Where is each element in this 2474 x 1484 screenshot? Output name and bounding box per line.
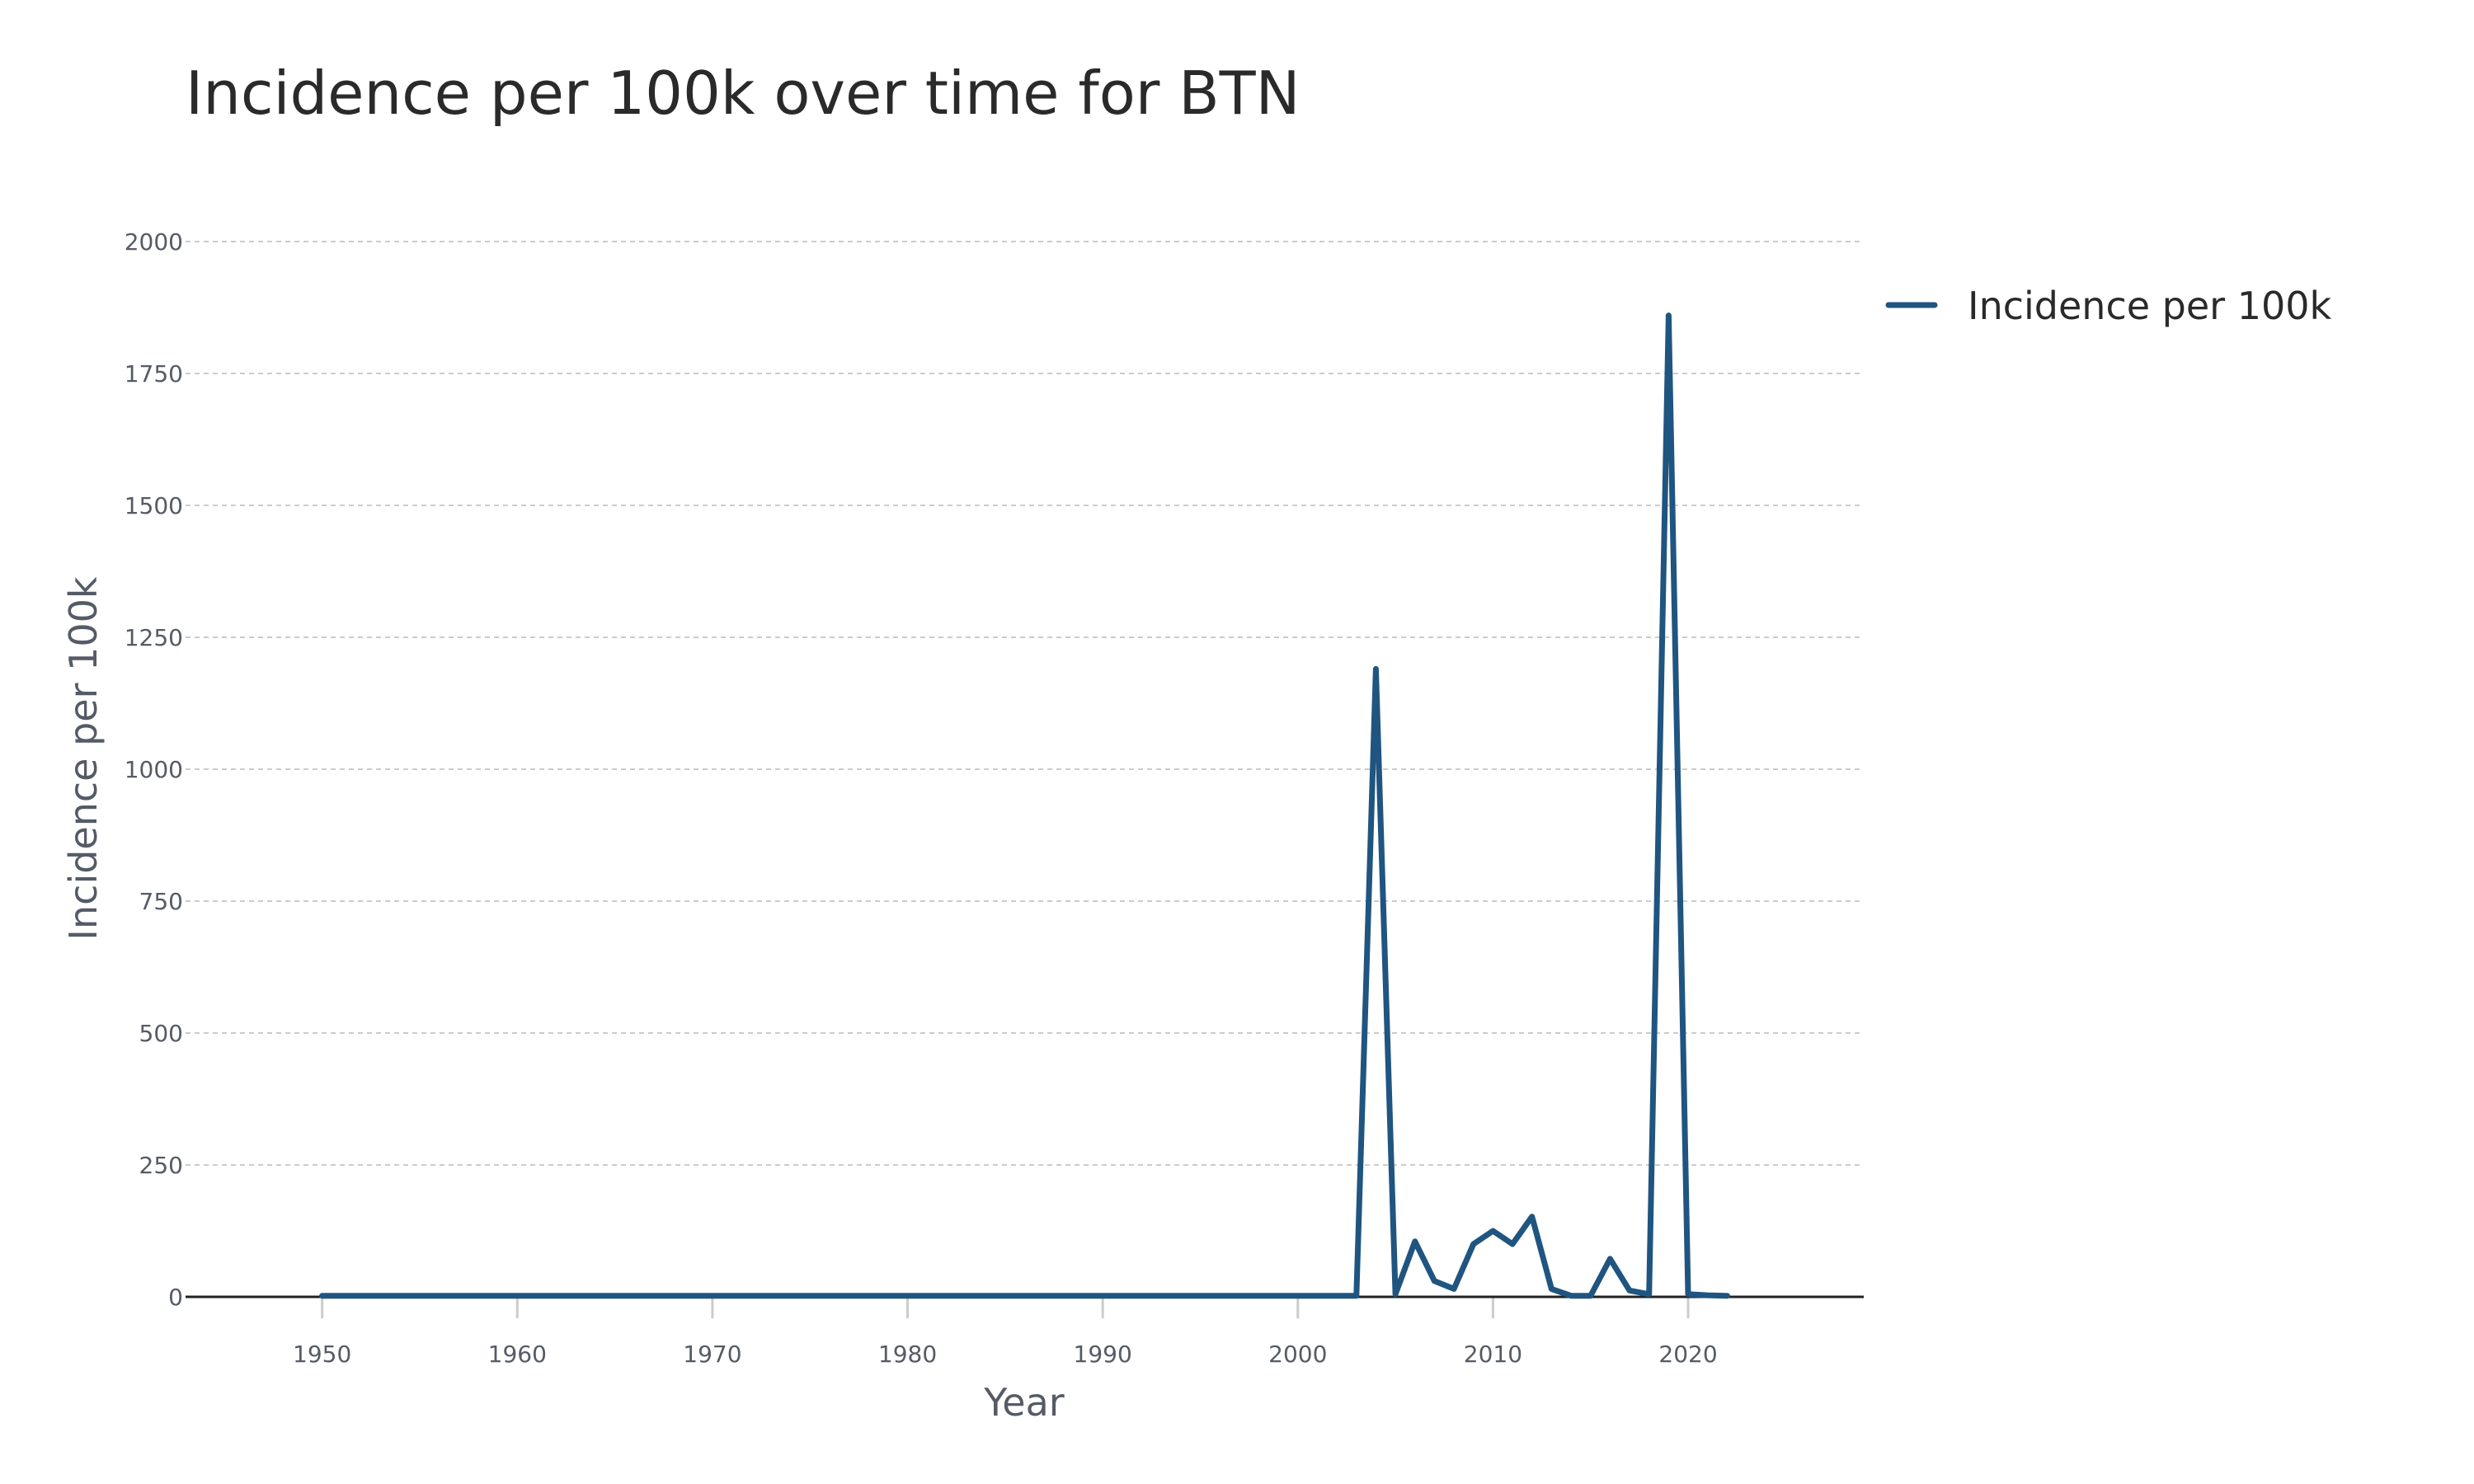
x-tick-label: 1950 xyxy=(293,1341,351,1368)
y-tick-label: 1500 xyxy=(125,492,183,519)
y-axis-ticks: 0 250 500 750 1000 1250 1500 1750 2000 xyxy=(125,228,183,1311)
x-tick-label: 2020 xyxy=(1658,1341,1717,1368)
chart-title: Incidence per 100k over time for BTN xyxy=(186,59,1300,128)
y-axis-title: Incidence per 100k xyxy=(61,576,106,940)
y-tick-label: 2000 xyxy=(125,228,183,256)
x-tick-label: 1980 xyxy=(878,1341,937,1368)
x-axis-ticks: 1950 1960 1970 1980 1990 2000 2010 2020 xyxy=(293,1297,1718,1368)
series-line xyxy=(319,312,1730,1299)
y-tick-label: 1250 xyxy=(125,624,183,651)
x-tick-label: 1990 xyxy=(1074,1341,1132,1368)
legend-label: Incidence per 100k xyxy=(1968,284,2331,328)
y-tick-label: 1000 xyxy=(125,756,183,783)
y-tick-label: 0 xyxy=(168,1284,183,1311)
y-tick-label: 250 xyxy=(139,1152,183,1179)
legend[interactable]: Incidence per 100k xyxy=(1885,284,2331,328)
series-layer xyxy=(319,312,1730,1299)
y-tick-label: 750 xyxy=(139,888,183,915)
x-tick-label: 2010 xyxy=(1464,1341,1522,1368)
y-tick-label: 1750 xyxy=(125,360,183,387)
y-tick-label: 500 xyxy=(139,1020,183,1047)
x-tick-label: 2000 xyxy=(1268,1341,1327,1368)
grid-lines xyxy=(186,241,1864,1166)
x-tick-label: 1970 xyxy=(683,1341,741,1368)
x-axis-title: Year xyxy=(983,1380,1064,1425)
x-tick-label: 1960 xyxy=(488,1341,547,1368)
